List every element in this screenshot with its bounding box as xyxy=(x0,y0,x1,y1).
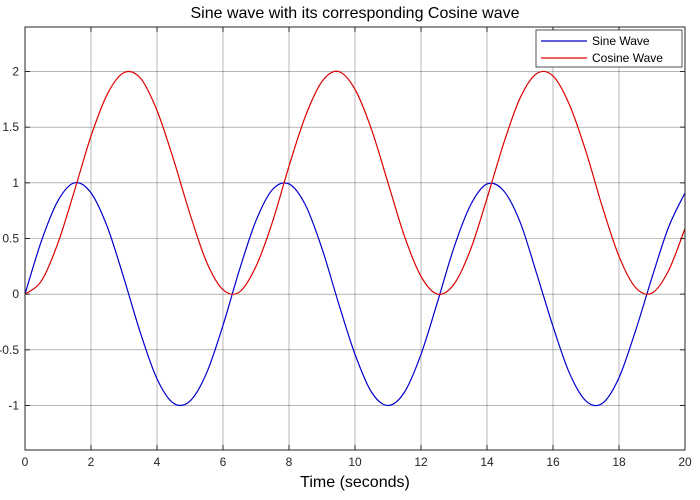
legend-label-cosine-wave: Cosine Wave xyxy=(592,51,663,65)
series-layer xyxy=(24,70,686,407)
x-tick-label: 10 xyxy=(348,455,362,469)
y-tick-label: -1 xyxy=(8,398,19,412)
series-line-sine-wave xyxy=(24,181,686,407)
x-tick-label: 18 xyxy=(612,455,626,469)
y-tick-label: 2 xyxy=(12,65,19,79)
x-tick-label: 4 xyxy=(154,455,161,469)
legend-label-sine-wave: Sine Wave xyxy=(592,34,650,48)
grid-lines xyxy=(24,27,686,450)
x-axis-label: Time (seconds) xyxy=(300,474,410,491)
x-tick-label: 2 xyxy=(88,455,95,469)
y-tick-label: 0.5 xyxy=(2,232,19,246)
x-tick-label: 14 xyxy=(480,455,494,469)
x-tick-label: 8 xyxy=(286,455,293,469)
y-tick-label: -0.5 xyxy=(0,343,19,357)
x-tick-label: 0 xyxy=(22,455,29,469)
y-tick-label: 0 xyxy=(12,287,19,301)
chart-title: Sine wave with its corresponding Cosine … xyxy=(190,5,519,22)
x-tick-label: 20 xyxy=(678,455,692,469)
legend-box xyxy=(535,29,683,68)
x-tick-label: 16 xyxy=(546,455,560,469)
legend: Sine Wave Cosine Wave xyxy=(535,29,683,68)
tick-labels: 0 2 4 6 8 10 12 14 16 18 20 -1 -0.5 0 0.5 1 1.5 2 xyxy=(0,27,692,469)
y-tick-label: 1.5 xyxy=(2,120,19,134)
y-tick-label: 1 xyxy=(12,176,19,190)
series-line-cosine-wave xyxy=(24,70,686,296)
x-tick-label: 6 xyxy=(220,455,227,469)
x-tick-label: 12 xyxy=(414,455,428,469)
